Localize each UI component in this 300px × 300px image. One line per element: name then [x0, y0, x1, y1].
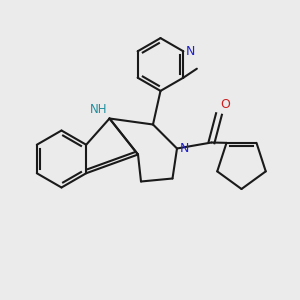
Text: N: N: [186, 45, 195, 58]
Text: NH: NH: [90, 103, 107, 116]
Text: N: N: [179, 142, 189, 155]
Text: O: O: [220, 98, 230, 111]
